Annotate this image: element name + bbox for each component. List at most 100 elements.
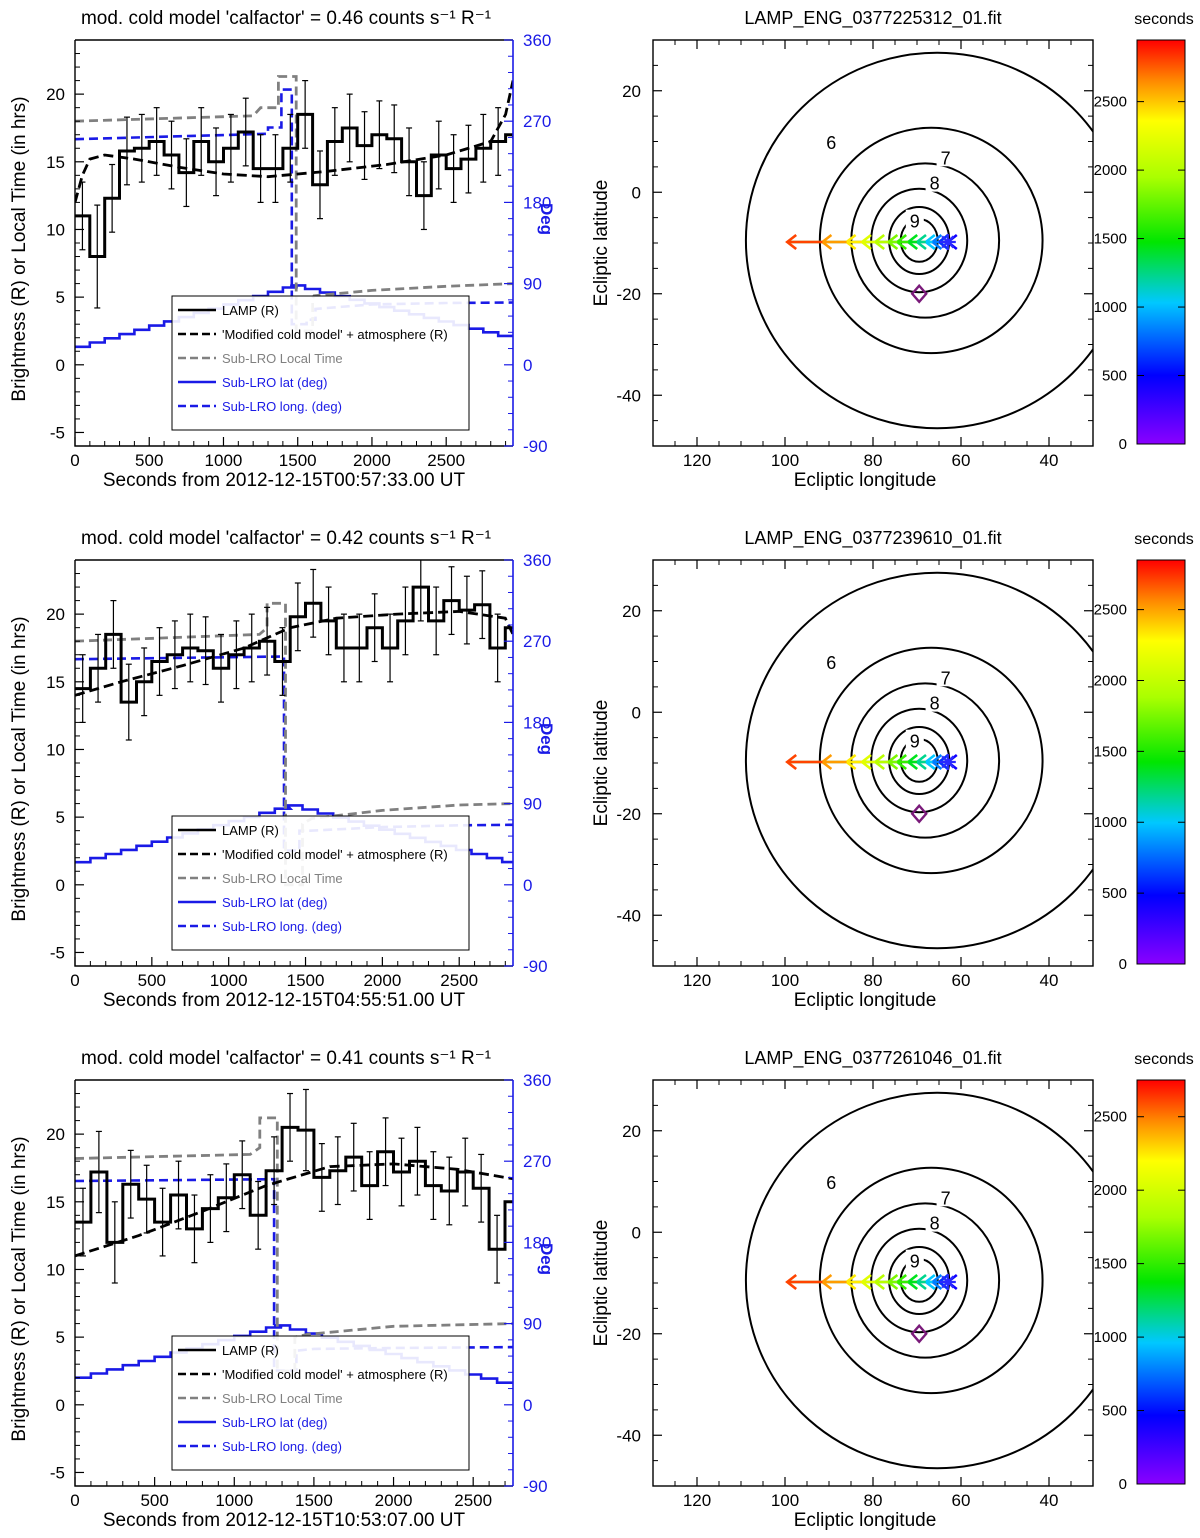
legend: LAMP (R) 'Modified cold model' + atmosphe…: [171, 815, 470, 951]
x-tick-label: 1500: [279, 451, 317, 470]
spacecraft-track: [785, 753, 958, 771]
contour-data: 987 6: [744, 1091, 1093, 1470]
y-tick-label: 15: [46, 153, 65, 172]
lamp-histogram: [75, 1125, 513, 1251]
y-axis-label: Brightness (R) or Local Time (in hrs): [9, 1136, 30, 1441]
colorbar-tick-label: 2000: [1094, 672, 1127, 689]
contour-title: LAMP_ENG_0377239610_01.fit: [744, 528, 1001, 549]
right-y-tick-label: 270: [523, 632, 551, 651]
contour-y-axis-label: Ecliptic latitude: [591, 700, 612, 827]
contour-y-tick-label: -40: [616, 1426, 641, 1445]
y-tick-label: 5: [56, 808, 65, 827]
y-tick-label: 5: [56, 288, 65, 307]
colorbar-tick-label: 500: [1102, 885, 1127, 902]
contour-label: 8: [930, 694, 940, 714]
target-diamond-marker: [910, 1323, 928, 1344]
contour-y-axis-label: Ecliptic latitude: [591, 180, 612, 307]
right-y-tick-label: 90: [523, 1315, 542, 1334]
legend-label-local_time: Sub-LRO Local Time: [222, 871, 343, 886]
contour-x-tick-label: 100: [771, 1491, 799, 1510]
colorbar: seconds 0 500 1000 1500 2000 2500: [1094, 1051, 1194, 1493]
x-tick-label: 2000: [375, 1491, 413, 1510]
right-y-tick-label: 180: [523, 193, 551, 212]
track-arrow: [785, 1273, 797, 1291]
contour-x-tick-label: 60: [952, 1491, 971, 1510]
contour-line: [870, 1227, 969, 1334]
contour-line: [818, 1166, 1044, 1395]
right-y-tick-label: 180: [523, 713, 551, 732]
colorbar-label: seconds: [1134, 11, 1194, 28]
right-axis-label: Deg: [537, 1243, 556, 1275]
colorbar-tick-label: 2500: [1094, 602, 1127, 619]
y-tick-label: -5: [50, 423, 65, 442]
contour-line: [850, 162, 1001, 319]
contour-panel-1: 987 6 LAMP_ENG_0377225312_01.fit 120 100 80 60…: [591, 8, 1194, 491]
right-y-tick-label: -90: [523, 437, 548, 456]
contour-x-tick-label: 60: [952, 451, 971, 470]
right-y-tick-label: 180: [523, 1233, 551, 1252]
contour-label-bg: [925, 171, 944, 192]
x-axis-label: Seconds from 2012-12-15T10:53:07.00 UT: [103, 1510, 466, 1531]
lamp-histogram: [75, 112, 513, 258]
legend-label-lat: Sub-LRO lat (deg): [222, 895, 328, 910]
y-tick-label: 0: [56, 356, 65, 375]
legend-label-lamp: LAMP (R): [222, 823, 279, 838]
contour-x-tick-label: 80: [864, 971, 883, 990]
y-tick-label: 10: [46, 1260, 65, 1279]
x-tick-label: 2500: [454, 1491, 492, 1510]
colorbar-label: seconds: [1134, 531, 1194, 548]
contour-title: LAMP_ENG_0377261046_01.fit: [744, 1048, 1001, 1069]
colorbar-gradient: [1136, 39, 1186, 445]
x-tick-label: 0: [70, 971, 79, 990]
legend-label-local_time: Sub-LRO Local Time: [222, 1391, 343, 1406]
y-tick-label: 10: [46, 220, 65, 239]
contour-y-axis-label: Ecliptic latitude: [591, 1220, 612, 1347]
y-tick-label: -5: [50, 1463, 65, 1482]
right-y-tick-label: 0: [523, 1396, 532, 1415]
target-diamond-marker: [910, 803, 928, 824]
x-tick-label: 2500: [440, 971, 478, 990]
right-axis-label: Deg: [537, 723, 556, 755]
contour-label-bg: [936, 1186, 955, 1207]
contour-y-tick-label: -20: [616, 285, 641, 304]
legend-label-local_time: Sub-LRO Local Time: [222, 351, 343, 366]
contour-y-tick-label: 0: [632, 183, 641, 202]
legend-label-lat: Sub-LRO lat (deg): [222, 1415, 328, 1430]
x-tick-label: 500: [140, 1491, 168, 1510]
x-tick-label: 1000: [215, 1491, 253, 1510]
contour-label: 6: [826, 1173, 836, 1193]
contour-y-tick-label: 0: [632, 1223, 641, 1242]
contour-y-tick-label: 20: [622, 1122, 641, 1141]
legend-box: [171, 295, 470, 431]
legend: LAMP (R) 'Modified cold model' + atmosphe…: [171, 295, 470, 431]
track-arrow: [785, 753, 797, 771]
colorbar-tick-label: 500: [1102, 1403, 1127, 1420]
contour-x-tick-label: 40: [1040, 971, 1059, 990]
legend-box: [171, 1335, 470, 1471]
contour-line: [870, 187, 969, 294]
right-y-tick-label: 270: [523, 112, 551, 131]
x-tick-label: 2000: [363, 971, 401, 990]
x-tick-label: 1500: [287, 971, 325, 990]
contour-x-tick-label: 120: [683, 451, 711, 470]
x-tick-label: 0: [70, 1491, 79, 1510]
legend-label-long: Sub-LRO long. (deg): [222, 919, 342, 934]
track-start-star: [941, 1275, 955, 1289]
right-y-tick-label: 0: [523, 876, 532, 895]
right-y-tick-label: -90: [523, 1477, 548, 1496]
contour-y-tick-label: 20: [622, 82, 641, 101]
contour-label-bg: [822, 651, 841, 672]
contour-label: 6: [826, 653, 836, 673]
contour-line: [870, 707, 969, 814]
legend-label-model: 'Modified cold model' + atmosphere (R): [222, 847, 448, 862]
contour-x-tick-label: 40: [1040, 1491, 1059, 1510]
colorbar-tick-label: 0: [1119, 956, 1127, 973]
x-tick-label: 1000: [205, 451, 243, 470]
right-y-tick-label: 270: [523, 1152, 551, 1171]
x-tick-label: 2500: [427, 451, 465, 470]
lightcurve-panel-2: mod. cold model 'calfactor' = 0.42 count…: [9, 528, 556, 1011]
contour-label: 9: [910, 1252, 920, 1272]
contour-x-axis-label: Ecliptic longitude: [794, 990, 937, 1011]
colorbar-tick-label: 1500: [1094, 1256, 1127, 1273]
contour-label: 7: [941, 148, 951, 168]
